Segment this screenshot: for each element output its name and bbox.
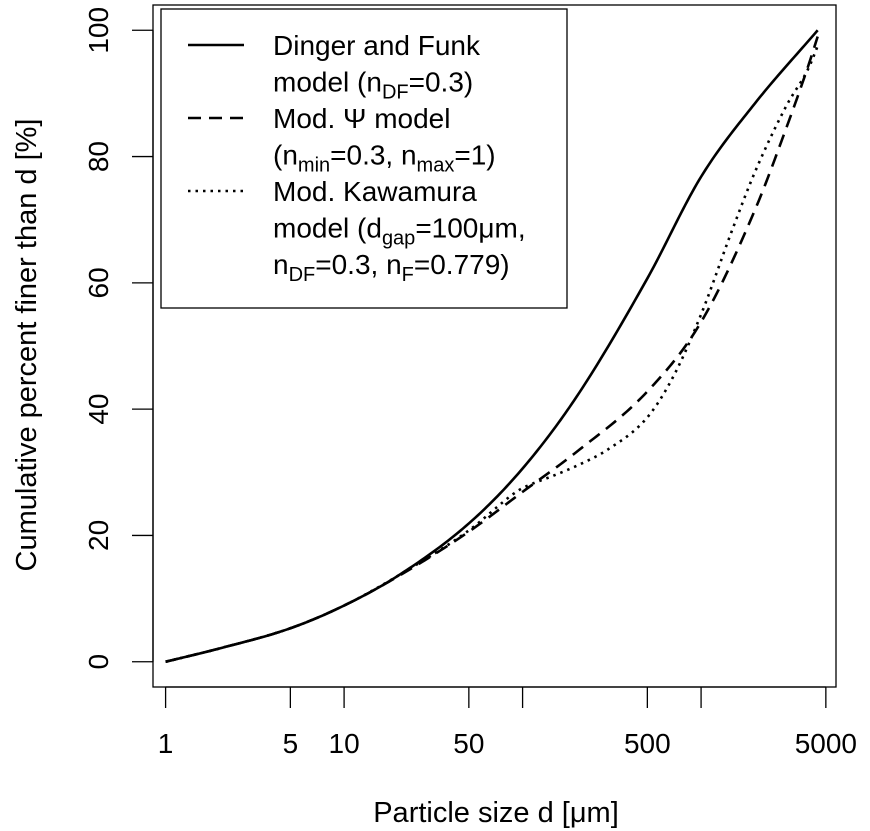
legend-box bbox=[160, 8, 568, 309]
x-tick-label: 50 bbox=[453, 728, 484, 759]
x-axis: 1 5 10 50 500 5000 bbox=[158, 686, 857, 759]
legend-entry-text: (nmin=0.3, nmax=1) bbox=[273, 140, 496, 177]
y-tick-label: 80 bbox=[83, 141, 114, 172]
series-layer bbox=[165, 29, 819, 664]
y-tick-label: 100 bbox=[83, 7, 114, 54]
legend-entry-text: model (nDF=0.3) bbox=[273, 67, 473, 104]
x-tick-label: 5000 bbox=[795, 728, 857, 759]
x-tick-label: 5 bbox=[283, 728, 299, 759]
series-line-2 bbox=[165, 36, 819, 664]
legend-entry-text: Mod. Ψ model bbox=[273, 103, 450, 134]
x-tick-label: 10 bbox=[329, 728, 360, 759]
x-tick-label: 500 bbox=[624, 728, 671, 759]
x-tick-label: 1 bbox=[158, 728, 174, 759]
y-tick-label: 40 bbox=[83, 394, 114, 425]
y-axis-label: Cumulative percent finer than d [%] bbox=[11, 119, 43, 572]
legend-entry-text: model (dgap=100μm, bbox=[273, 213, 526, 250]
y-tick-label: 0 bbox=[83, 654, 114, 670]
series-line-3 bbox=[165, 45, 819, 664]
y-tick-label: 60 bbox=[83, 267, 114, 298]
legend-entry-text: Dinger and Funk bbox=[273, 30, 481, 61]
legend-entry-text: Mod. Kawamura bbox=[273, 176, 477, 207]
x-axis-label: Particle size d [μm] bbox=[373, 797, 619, 829]
legend-entry-text: nDF=0.3, nF=0.779) bbox=[273, 249, 510, 286]
legend: Dinger and Funk model (nDF=0.3)Mod. Ψ mod… bbox=[160, 8, 568, 309]
y-axis: 0 20 40 60 80 100 bbox=[83, 7, 154, 670]
y-tick-label: 20 bbox=[83, 520, 114, 551]
